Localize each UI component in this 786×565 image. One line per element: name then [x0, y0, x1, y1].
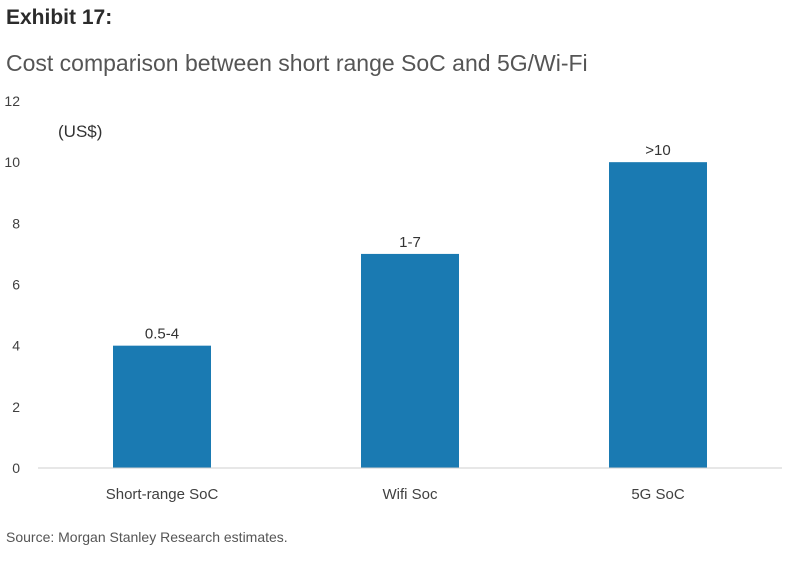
y-axis-ticks: 0 2 4 6 8 10 12 [4, 93, 20, 476]
y-unit-label: (US$) [58, 122, 102, 141]
x-tick-label: 5G SoC [631, 486, 685, 503]
y-tick-label: 2 [12, 399, 20, 415]
data-labels-group: 0.5-4 1-7 >10 [145, 142, 671, 342]
bar-chart: (US$) 0 2 4 6 8 10 12 0.5-4 1-7 >10 Short-range … [4, 93, 782, 503]
y-tick-label: 0 [12, 460, 20, 476]
x-tick-label: Short-range SoC [106, 486, 219, 503]
bar-data-label: >10 [645, 142, 670, 159]
y-tick-label: 8 [12, 215, 20, 231]
bar [361, 253, 459, 468]
exhibit-label: Exhibit 17: [6, 6, 113, 29]
x-axis-tick-labels: Short-range SoC Wifi Soc 5G SoC [106, 486, 685, 503]
bar-data-label: 0.5-4 [145, 326, 179, 343]
y-tick-label: 4 [12, 338, 20, 354]
bars-group [113, 162, 707, 468]
chart-title: Cost comparison between short range SoC … [6, 50, 588, 76]
y-tick-label: 6 [12, 277, 20, 293]
source-note: Source: Morgan Stanley Research estimate… [6, 529, 288, 545]
bar [609, 162, 707, 468]
bar [113, 345, 211, 468]
y-tick-label: 10 [4, 154, 20, 170]
bar-data-label: 1-7 [399, 234, 421, 251]
x-tick-label: Wifi Soc [382, 486, 438, 503]
y-tick-label: 12 [4, 93, 20, 109]
